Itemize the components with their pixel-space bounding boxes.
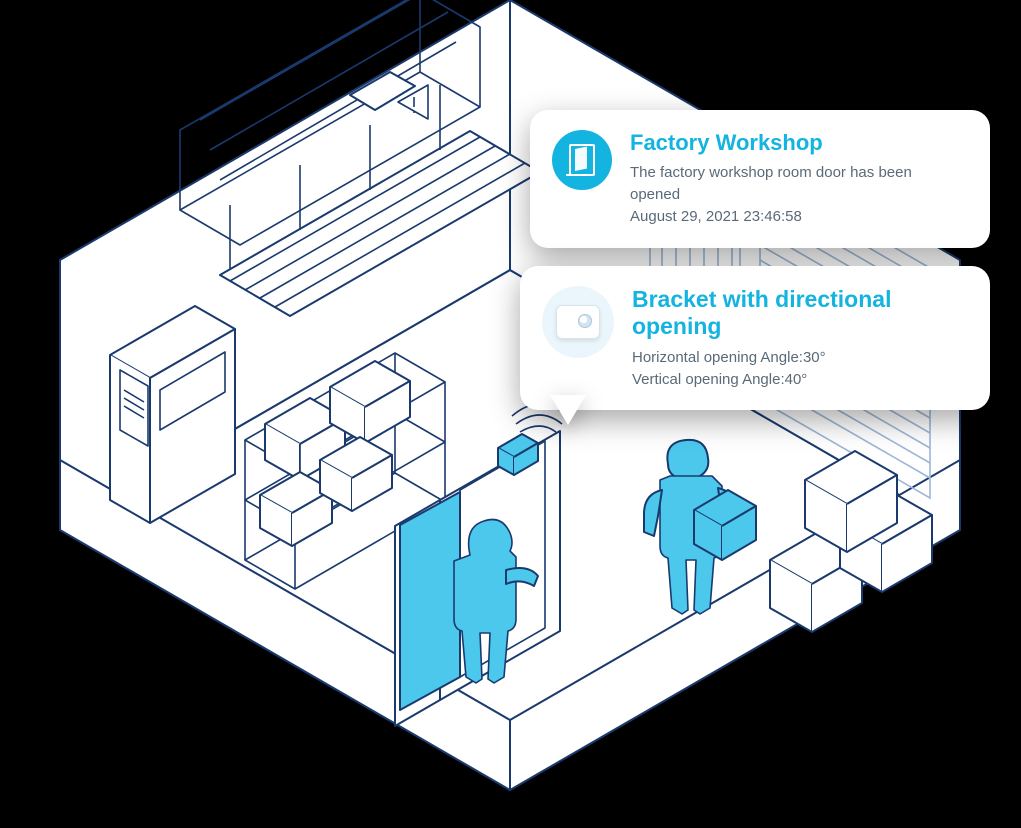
door-icon (552, 130, 612, 190)
callout-title: Bracket with directional opening (632, 286, 966, 341)
callout-line: August 29, 2021 23:46:58 (630, 206, 966, 228)
camera-icon (542, 286, 614, 358)
callout-line: Horizontal opening Angle:30° (632, 347, 966, 369)
callout-stack: Factory Workshop The factory workshop ro… (530, 110, 990, 428)
callout-bracket-opening: Bracket with directional opening Horizon… (520, 266, 990, 411)
callout-line: The factory workshop room door has been … (630, 162, 966, 206)
speech-tail (550, 395, 586, 425)
callout-title: Factory Workshop (630, 130, 966, 156)
callout-line: Vertical opening Angle:40° (632, 369, 966, 391)
callout-factory-workshop: Factory Workshop The factory workshop ro… (530, 110, 990, 248)
